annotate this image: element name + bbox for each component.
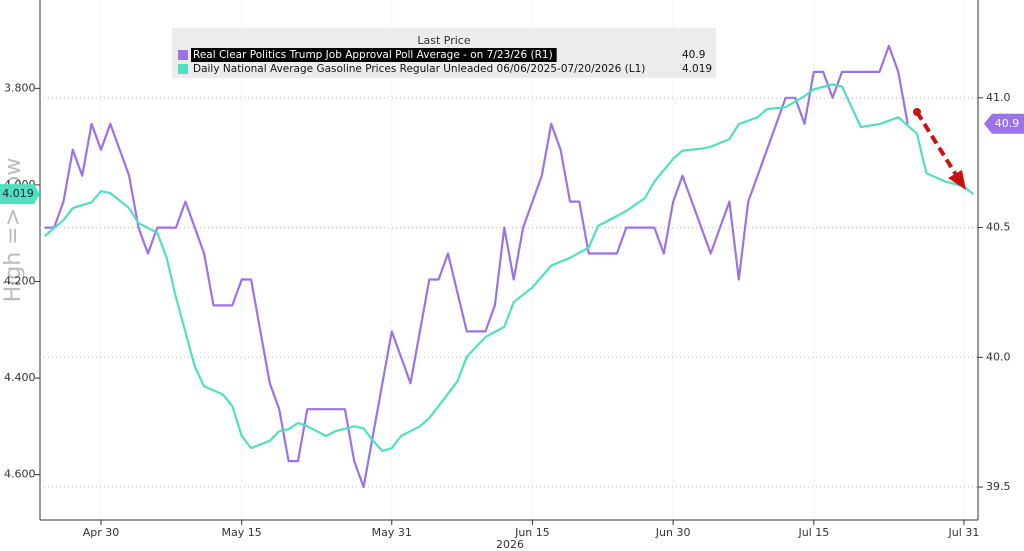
x-axis-label: 2026 [496,538,524,551]
plot-area [40,0,978,520]
legend-value: 4.019 [682,63,712,75]
last-value-label: 4.019 [2,187,34,200]
y-tick-label: 4.400 [4,371,36,384]
x-tick-label: May 31 [372,526,412,539]
y2-tick-label: 40.0 [986,350,1011,363]
y2-tick-label: 39.5 [986,480,1011,493]
x-tick-label: Jul 31 [948,526,980,539]
legend-value: 40.9 [682,49,705,61]
last-value-badge [0,184,40,205]
y-tick-label: 3.800 [4,81,36,94]
last-value-badge [984,113,1024,134]
y-tick-label: 4.200 [4,274,36,287]
x-tick-label: Jul 15 [797,526,829,539]
y2-tick-label: 41.0 [986,91,1011,104]
y2-tick-label: 40.5 [986,221,1011,234]
legend-swatch [178,50,188,60]
x-tick-label: Apr 30 [83,526,120,539]
x-tick-label: Jun 15 [514,526,550,539]
legend-label: Real Clear Politics Trump Job Approval P… [193,49,553,61]
legend-swatch [178,64,188,74]
x-tick-label: Jun 30 [655,526,691,539]
legend-highlight [191,48,557,62]
annotation-arrow [913,108,966,190]
data-line [43,83,974,453]
data-line [44,44,909,489]
legend-label: Daily National Average Gasoline Prices R… [193,63,645,75]
y-tick-label: 4.600 [4,468,36,481]
legend: Last Price Real Clear Politics Trump Job… [172,28,716,78]
y-axis-label: High => Low [1,158,26,303]
last-value-label: 40.9 [995,117,1020,130]
legend-title: Last Price [417,34,470,47]
x-tick-label: May 15 [222,526,262,539]
